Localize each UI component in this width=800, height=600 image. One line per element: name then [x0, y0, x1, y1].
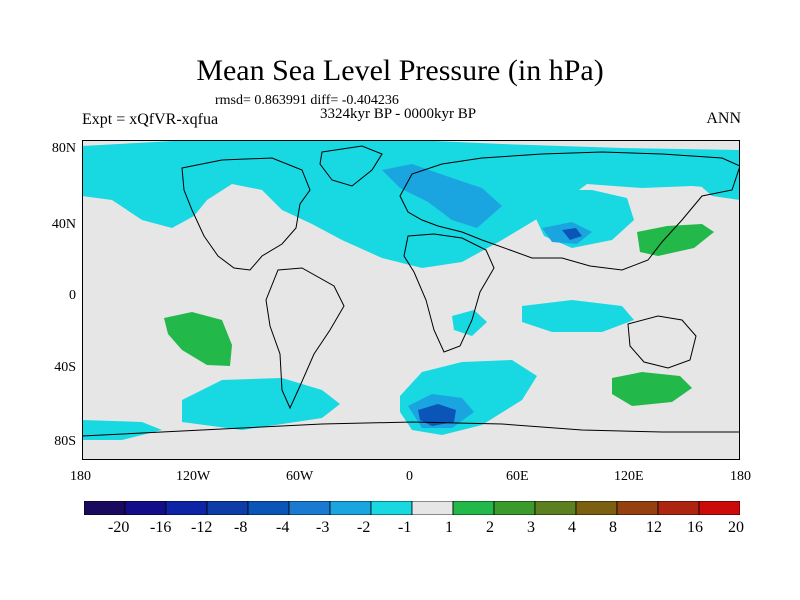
lon-label-60e: 60E	[506, 469, 529, 484]
colorbar-label: -20	[108, 519, 130, 536]
eurasia-coast	[399, 151, 740, 271]
lat-label-80s: 80S	[54, 434, 76, 449]
colorbar-label: 2	[486, 519, 494, 536]
greenland-coast	[319, 145, 383, 187]
lon-label-120e: 120E	[614, 469, 644, 484]
australia-coast	[627, 315, 697, 369]
colorbar-label: -3	[316, 519, 330, 536]
lon-label-180e: 180	[730, 469, 751, 484]
lat-label-40s: 40S	[54, 360, 76, 375]
north-pacific-green-patch	[637, 224, 714, 256]
colorbar-label: -2	[357, 519, 371, 536]
lat-label-40n: 40N	[51, 217, 76, 232]
madagascar-cyan-patch	[452, 310, 487, 336]
lon-label-0: 0	[406, 469, 413, 484]
colorbar-label: -16	[150, 519, 172, 536]
africa-coast	[403, 233, 495, 353]
colorbar-label: 16	[687, 519, 703, 536]
lat-label-0: 0	[69, 288, 76, 303]
season-label: ANN	[706, 110, 741, 127]
colorbar-swatch	[534, 501, 577, 515]
colorbar-swatch	[575, 501, 618, 515]
colorbar-label: -8	[234, 519, 248, 536]
colorbar-swatch	[124, 501, 167, 515]
anomaly-green-regions	[164, 224, 714, 406]
colorbar-swatch	[206, 501, 249, 515]
lon-label-180w: 180	[70, 469, 91, 484]
south-america-coast	[265, 267, 345, 410]
colorbar-label: 3	[527, 519, 535, 536]
colorbar-label: -4	[276, 519, 290, 536]
colorbar-label: 1	[445, 519, 453, 536]
colorbar-swatch	[288, 501, 331, 515]
colorbar-swatch	[165, 501, 208, 515]
indian-ocean-cyan-patch	[522, 300, 634, 332]
southern-darkblue-patch	[418, 404, 456, 426]
map-title: Mean Sea Level Pressure (in hPa)	[196, 54, 604, 87]
south-pacific-green-patch	[164, 312, 232, 366]
colorbar-swatch	[329, 501, 372, 515]
north-america-coast	[181, 157, 311, 271]
colorbar-label: 20	[728, 519, 744, 536]
colorbar	[84, 501, 740, 515]
coastlines	[82, 145, 740, 437]
colorbar-label: 4	[568, 519, 576, 536]
colorbar-swatch	[657, 501, 700, 515]
colorbar-swatch	[411, 501, 454, 515]
antarctica-coast	[82, 421, 740, 437]
colorbar-label: 12	[646, 519, 662, 536]
pressure-map	[82, 140, 740, 460]
anomaly-darkblue-regions	[418, 228, 582, 426]
colorbar-swatch	[247, 501, 290, 515]
period-subtitle: 3324kyr BP - 0000kyr BP	[320, 106, 477, 122]
ne-pacific-cyan-patch	[692, 160, 740, 200]
europe-blue-patch	[382, 164, 502, 228]
colorbar-label: 8	[609, 519, 617, 536]
asia-darkblue-patch	[562, 228, 582, 240]
colorbar-swatch	[370, 501, 413, 515]
colorbar-swatch	[698, 501, 740, 515]
lat-label-80n: 80N	[51, 141, 76, 156]
experiment-label: Expt = xQfVR-xqfua	[82, 111, 219, 128]
colorbar-swatch	[616, 501, 659, 515]
colorbar-swatch	[493, 501, 536, 515]
lon-label-60w: 60W	[286, 469, 314, 484]
colorbar-swatch	[452, 501, 495, 515]
south-pacific-cyan-patch	[182, 378, 340, 430]
colorbar-label: -1	[398, 519, 412, 536]
north-cyan-band	[82, 140, 740, 268]
anomaly-cyan-regions	[82, 140, 740, 440]
stats-text: rmsd= 0.863991 diff= -0.404236	[215, 93, 399, 108]
lon-label-120w: 120W	[176, 469, 211, 484]
colorbar-swatch	[84, 501, 126, 515]
southern-indian-green-patch	[612, 372, 692, 406]
colorbar-label: -12	[191, 519, 213, 536]
map-frame	[82, 140, 740, 460]
